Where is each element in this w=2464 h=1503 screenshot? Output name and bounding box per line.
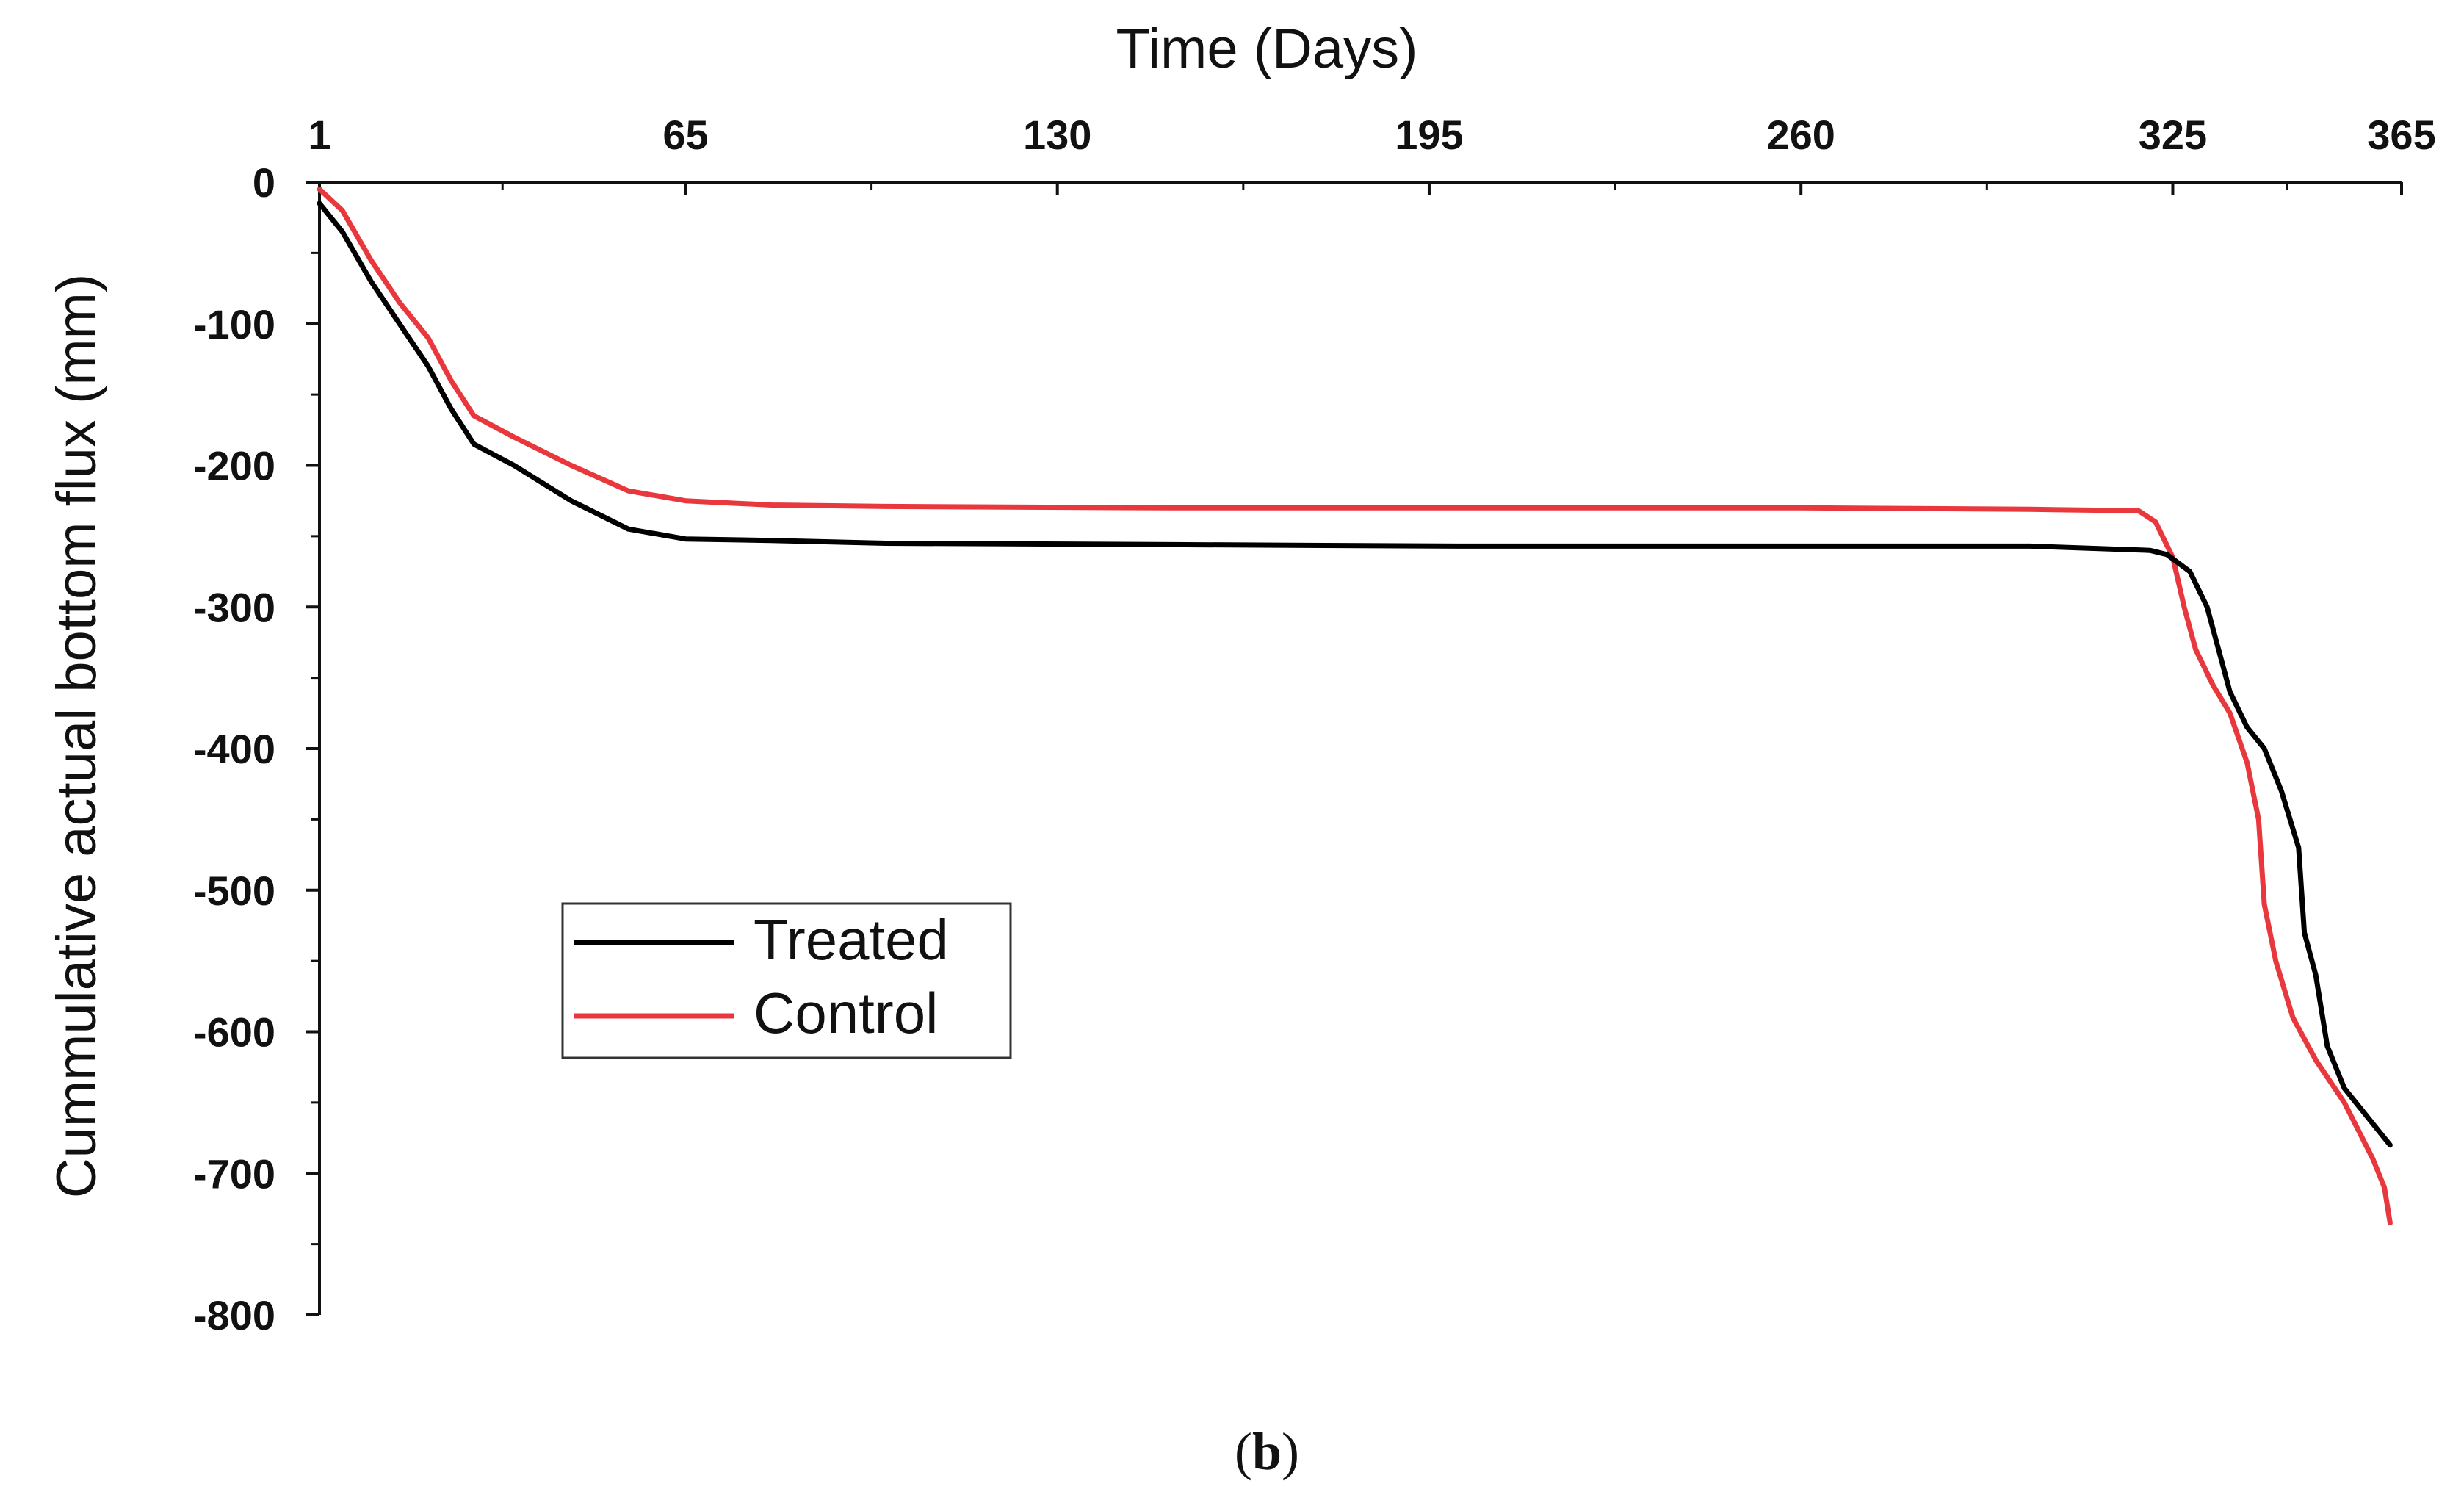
y-axis-title: Cummulative actual bottom flux (mm) [46, 274, 108, 1199]
y-tick-label: -400 [193, 726, 275, 772]
y-tick-label: -500 [193, 868, 275, 914]
series-line-control [317, 187, 2393, 1226]
x-tick-label: 65 [662, 112, 708, 158]
x-tick-label: 195 [1395, 112, 1463, 158]
legend-label-control: Control [754, 981, 938, 1045]
legend-label-treated: Treated [754, 907, 949, 972]
y-tick-label: 0 [253, 159, 275, 206]
x-tick-label: 365 [2367, 112, 2435, 158]
legend: Treated Control [561, 902, 1012, 1059]
series-line-treated [317, 201, 2393, 1148]
x-tick-label: 1 [308, 112, 330, 158]
y-tick-label: -100 [193, 301, 275, 347]
figure-caption: (b) [1235, 1422, 1299, 1481]
legend-box [561, 902, 1012, 1059]
caption-letter: b [1252, 1422, 1282, 1481]
y-tick-label: -800 [193, 1292, 275, 1338]
y-tick-label: -300 [193, 584, 275, 630]
series-lines [317, 187, 2393, 1226]
x-axis-title: Time (Days) [1116, 18, 1418, 80]
y-tick-label: -200 [193, 443, 275, 489]
x-tick-label: 325 [2139, 112, 2207, 158]
x-tick-label: 260 [1766, 112, 1835, 158]
y-tick-label: -700 [193, 1150, 275, 1197]
y-tick-label: -600 [193, 1009, 275, 1056]
y-ticks: 0 -100 -200 -300 -400 -500 -600 -700 -800 [193, 159, 319, 1338]
x-ticks: 1 65 130 195 260 325 365 [308, 112, 2436, 195]
x-tick-label: 130 [1023, 112, 1091, 158]
